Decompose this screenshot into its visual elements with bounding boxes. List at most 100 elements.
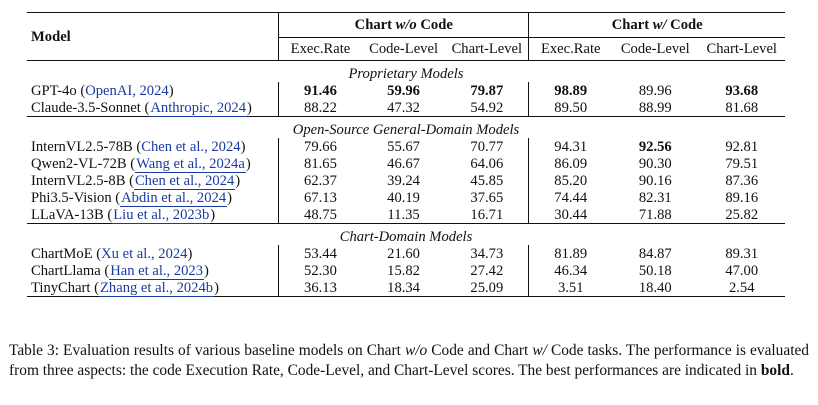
score-cell: 84.87: [638, 245, 672, 262]
model-name: Qwen2-VL-72B: [31, 155, 127, 172]
score-cell: 98.89: [528, 82, 613, 99]
model-name: GPT-4o: [31, 82, 77, 99]
score-cell: 88.99: [638, 99, 672, 116]
score-cell: 50.18: [638, 262, 672, 279]
score-cell: 94.31: [528, 138, 613, 155]
score-cell: 91.46: [278, 82, 362, 99]
score-cell: 39.24: [387, 172, 420, 189]
score-cell: 89.31: [725, 245, 759, 262]
table-row: InternVL2.5-8B (Chen et al., 2024) 62.37 3…: [27, 172, 785, 190]
score-cell: 90.30: [638, 155, 672, 172]
score-cell: 86.09: [528, 155, 613, 172]
score-cell: 70.77: [470, 138, 504, 155]
citation-link[interactable]: Zhang et al., 2024b: [99, 279, 215, 297]
model-cell: ChartLlama (Han et al., 2023): [31, 262, 209, 280]
table-caption: Table 3: Evaluation results of various b…: [9, 342, 809, 379]
score-cell: 47.32: [387, 99, 420, 116]
table-row: TinyChart (Zhang et al., 2024b) 36.13 18.3…: [27, 279, 785, 297]
model-cell: TinyChart (Zhang et al., 2024b): [31, 279, 219, 297]
score-cell: 46.34: [528, 262, 613, 279]
section-title: Chart-Domain Models: [339, 229, 473, 245]
score-cell: 52.30: [278, 262, 362, 279]
section-title: Open-Source General-Domain Models: [292, 122, 520, 138]
score-cell: 81.89: [528, 245, 613, 262]
results-table: Model Chart w/o Code Chart w/ Code Exec.…: [27, 12, 785, 297]
score-cell: 79.87: [470, 82, 504, 99]
subheader-chart-level: Chart-Level: [445, 37, 529, 61]
citation-link[interactable]: Liu et al., 2023b: [112, 206, 211, 224]
score-cell: 11.35: [387, 206, 420, 223]
citation-link[interactable]: Anthropic, 2024: [149, 99, 248, 117]
citation-link[interactable]: Han et al., 2023: [109, 262, 205, 280]
score-cell: 89.16: [725, 189, 759, 206]
score-cell: 25.09: [470, 279, 504, 296]
score-cell: 59.96: [387, 82, 420, 99]
model-name: ChartLlama: [31, 262, 101, 279]
score-cell: 93.68: [725, 82, 759, 99]
table-row: InternVL2.5-78B (Chen et al., 2024) 79.66…: [27, 138, 785, 155]
score-cell: 54.92: [470, 99, 504, 116]
results-table-container: Model Chart w/o Code Chart w/ Code Exec.…: [27, 12, 785, 297]
score-cell: 27.42: [470, 262, 504, 279]
model-cell: InternVL2.5-78B (Chen et al., 2024): [31, 138, 246, 155]
score-cell: 16.71: [470, 206, 504, 223]
score-cell: 47.00: [725, 262, 759, 279]
citation-link[interactable]: Chen et al., 2024: [133, 172, 236, 190]
table-row: ChartMoE (Xu et al., 2024) 53.44 21.60 34.7…: [27, 245, 785, 262]
model-name: Phi3.5-Vision: [31, 189, 112, 206]
model-column-header: Model: [31, 28, 71, 45]
score-cell: 92.81: [725, 138, 759, 155]
model-cell: InternVL2.5-8B (Chen et al., 2024): [31, 172, 241, 190]
score-cell: 62.37: [278, 172, 362, 189]
group-header-with-code: Chart w/ Code: [528, 13, 785, 38]
score-cell: 64.06: [470, 155, 504, 172]
score-cell: 15.82: [387, 262, 420, 279]
table-row: Phi3.5-Vision (Abdin et al., 2024) 67.13 4…: [27, 189, 785, 207]
citation-link[interactable]: Chen et al., 2024: [141, 138, 241, 155]
model-name: ChartMoE: [31, 245, 93, 262]
model-name: InternVL2.5-78B: [31, 138, 133, 155]
score-cell: 92.56: [638, 138, 672, 155]
score-cell: 36.13: [278, 279, 362, 297]
model-cell: Claude-3.5-Sonnet (Anthropic, 2024): [31, 99, 252, 117]
score-cell: 40.19: [387, 189, 420, 206]
score-cell: 74.44: [528, 189, 613, 206]
subheader-chart-level: Chart-Level: [698, 37, 785, 61]
score-cell: 89.50: [528, 99, 613, 117]
model-cell: Phi3.5-Vision (Abdin et al., 2024): [31, 189, 232, 207]
score-cell: 81.65: [278, 155, 362, 172]
score-cell: 90.16: [638, 172, 672, 189]
score-cell: 21.60: [387, 245, 420, 262]
score-cell: 79.66: [278, 138, 362, 155]
subheader-exec-rate: Exec.Rate: [528, 37, 613, 61]
subheader-code-level: Code-Level: [612, 37, 699, 61]
score-cell: 85.20: [528, 172, 613, 189]
caption-label: Table 3:: [9, 342, 59, 359]
score-cell: 89.96: [638, 82, 672, 99]
citation-link[interactable]: Abdin et al., 2024: [120, 189, 228, 207]
citation-link[interactable]: Xu et al., 2024: [101, 245, 188, 262]
citation-link[interactable]: OpenAI, 2024: [85, 82, 169, 99]
model-name: Claude-3.5-Sonnet: [31, 99, 141, 116]
score-cell: 18.34: [387, 279, 420, 296]
model-name: TinyChart: [31, 279, 91, 296]
score-cell: 55.67: [387, 138, 420, 155]
score-cell: 2.54: [728, 279, 755, 296]
score-cell: 48.75: [278, 206, 362, 224]
score-cell: 79.51: [725, 155, 759, 172]
citation-link[interactable]: Wang et al., 2024a: [135, 155, 246, 173]
model-cell: ChartMoE (Xu et al., 2024): [31, 245, 193, 262]
score-cell: 46.67: [387, 155, 420, 172]
model-cell: LLaVA-13B (Liu et al., 2023b): [31, 206, 216, 224]
model-cell: Qwen2-VL-72B (Wang et al., 2024a): [31, 155, 251, 173]
subheader-exec-rate: Exec.Rate: [278, 37, 362, 61]
score-cell: 82.31: [638, 189, 672, 206]
score-cell: 67.13: [278, 189, 362, 206]
model-name: LLaVA-13B: [31, 206, 104, 223]
table-row: Claude-3.5-Sonnet (Anthropic, 2024) 88.22…: [27, 99, 785, 117]
table-row: GPT-4o (OpenAI, 2024) 91.46 59.96 79.87 98.8…: [27, 82, 785, 99]
score-cell: 37.65: [470, 189, 504, 206]
score-cell: 81.68: [725, 99, 759, 116]
score-cell: 25.82: [725, 206, 759, 223]
score-cell: 87.36: [725, 172, 759, 189]
